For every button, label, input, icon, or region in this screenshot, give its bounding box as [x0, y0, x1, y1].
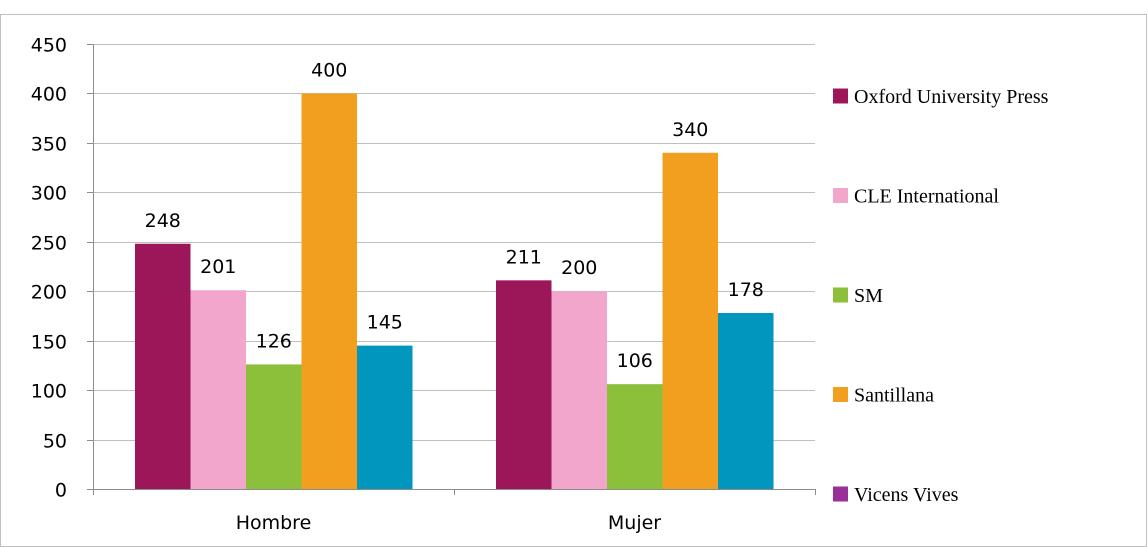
axes: 0 50 100 150 200 250 300 350 400 450 Hombre Mujer: [31, 35, 816, 534]
legend-label: Oxford University Press: [854, 86, 1049, 108]
bar-cle-international: [190, 290, 246, 489]
bar-sm: [607, 384, 663, 489]
y-tick-label: 250: [31, 233, 67, 255]
legend-label: SM: [854, 285, 883, 307]
data-labels: 248 211 201 200 126 106 400 340 145 178: [145, 59, 764, 372]
data-label: 126: [256, 330, 292, 352]
legend-label: CLE International: [854, 186, 999, 208]
data-label: 106: [617, 350, 653, 372]
bar-vicens-vives: [718, 312, 774, 489]
y-tick-label: 450: [31, 35, 67, 57]
bar-vicens-vives: [357, 345, 413, 489]
bar-cle-international: [551, 291, 607, 489]
data-label: 248: [145, 210, 181, 232]
bars: [135, 93, 774, 489]
legend-swatch: [833, 88, 848, 104]
legend-swatch: [833, 188, 848, 203]
y-tick-label: 100: [31, 381, 67, 403]
x-category-label: Hombre: [236, 512, 312, 534]
y-tick-label: 200: [31, 282, 67, 304]
y-tick-label: 0: [55, 480, 67, 502]
y-tick-label: 400: [31, 84, 67, 106]
y-tick-label: 350: [31, 134, 67, 156]
data-label: 211: [506, 246, 542, 268]
x-category-label: Mujer: [608, 512, 661, 534]
bar-sm: [246, 364, 302, 489]
legend-swatch: [833, 486, 848, 502]
legend-swatch: [833, 287, 848, 303]
y-tick-label: 150: [31, 332, 67, 354]
legend-label: Santillana: [854, 385, 934, 407]
bar-oxford-university-press: [496, 280, 552, 489]
bar-oxford-university-press: [135, 243, 191, 489]
legend-swatch: [833, 387, 848, 402]
y-tick-label: 50: [43, 431, 67, 453]
data-label: 340: [672, 119, 708, 141]
bar-santillana: [301, 93, 357, 489]
y-tick-label: 300: [31, 183, 67, 205]
legend-label: Vicens Vives: [854, 484, 959, 506]
data-label: 145: [367, 312, 403, 334]
data-label: 200: [561, 257, 597, 279]
legend: Oxford University Press CLE International…: [833, 86, 1049, 506]
bar-santillana: [662, 152, 718, 489]
data-label: 178: [728, 279, 764, 301]
data-label: 201: [200, 256, 236, 278]
data-label: 400: [311, 59, 347, 81]
